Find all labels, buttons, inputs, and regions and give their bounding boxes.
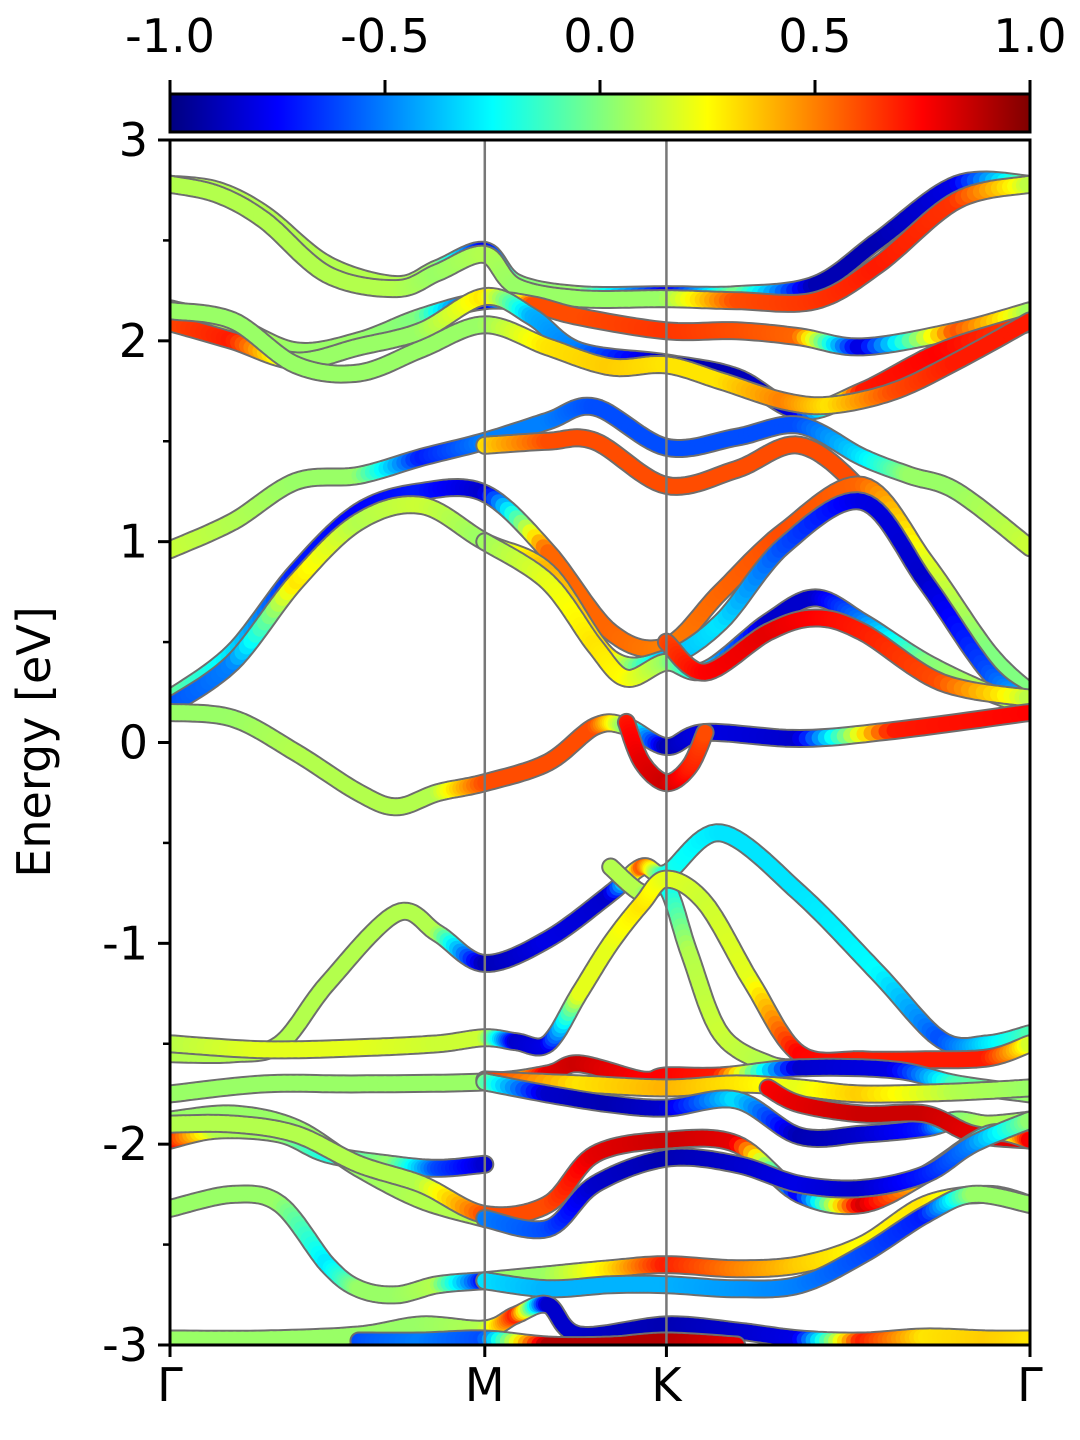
y-tick-label: -2 bbox=[102, 1117, 148, 1171]
band-27 bbox=[475, 1184, 1030, 1299]
x-tick-label: M bbox=[465, 1358, 505, 1412]
y-axis-label: Energy [eV] bbox=[7, 606, 61, 877]
colorbar-gradient bbox=[168, 92, 1032, 134]
band-segment bbox=[697, 725, 713, 742]
band-24 bbox=[475, 1110, 1030, 1240]
band-25 bbox=[170, 1184, 495, 1305]
x-tick-label: Γ bbox=[1017, 1358, 1043, 1412]
colorbar-tick-label: 0.5 bbox=[778, 9, 851, 63]
colorbar-tick-label: 0.0 bbox=[563, 9, 636, 63]
high-symmetry-lines bbox=[483, 140, 668, 1345]
y-tick-label: -3 bbox=[102, 1318, 148, 1372]
x-tick-label: Γ bbox=[157, 1358, 183, 1412]
colorbar-tick-label: -1.0 bbox=[125, 9, 215, 63]
y-tick-label: 1 bbox=[119, 515, 148, 569]
y-axis-ticks: 3 2 1 0 -1 -2 -3 bbox=[102, 113, 170, 1372]
band-2 bbox=[170, 174, 1030, 313]
colorbar-tick-label: 1.0 bbox=[993, 9, 1066, 63]
colorbar-tick-label: -0.5 bbox=[340, 9, 430, 63]
y-tick-label: 0 bbox=[119, 716, 148, 770]
band-6 bbox=[170, 396, 1030, 560]
band-9 bbox=[170, 491, 1030, 716]
band-lines bbox=[170, 170, 1030, 1345]
y-tick-label: 3 bbox=[119, 113, 148, 167]
band-5 bbox=[170, 301, 1030, 416]
y-tick-label: -1 bbox=[102, 916, 148, 970]
colorbar-ticks: -1.0 -0.5 0.0 0.5 1.0 bbox=[125, 9, 1067, 94]
band-12 bbox=[170, 702, 1030, 817]
band-13 bbox=[616, 712, 715, 793]
band-11 bbox=[656, 608, 1030, 708]
band-28 bbox=[170, 1294, 1030, 1345]
y-tick-label: 2 bbox=[119, 314, 148, 368]
x-tick-label: K bbox=[651, 1358, 683, 1412]
colorbar: -1.0 -0.5 0.0 0.5 1.0 bbox=[125, 9, 1067, 134]
